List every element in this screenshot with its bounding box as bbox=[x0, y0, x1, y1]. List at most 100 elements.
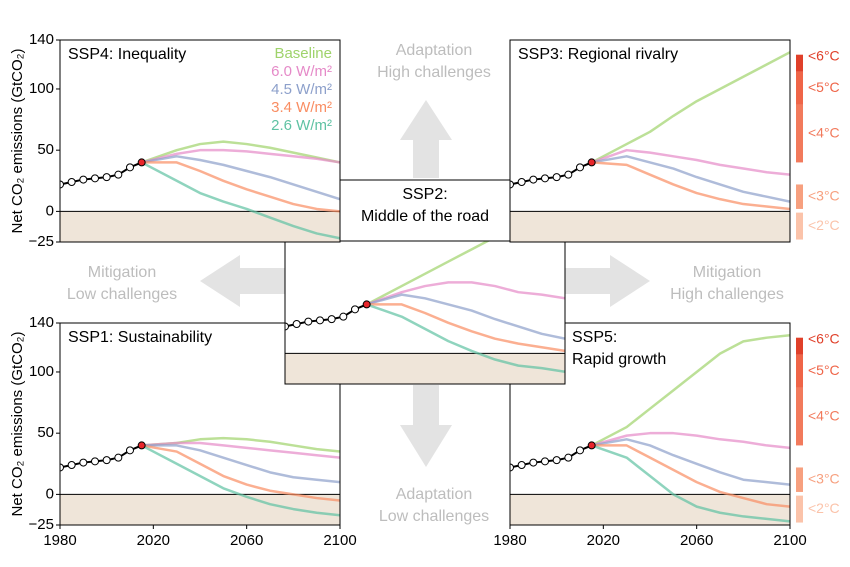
center-label-box bbox=[339, 179, 511, 242]
x-tick-label: 2060 bbox=[230, 532, 263, 549]
x-tick-label: 2020 bbox=[587, 532, 620, 549]
temperature-bar bbox=[796, 467, 803, 492]
y-tick-label: 50 bbox=[37, 424, 54, 441]
annotation: Mitigation Low challenges bbox=[66, 264, 178, 303]
temperature-bar bbox=[796, 212, 803, 240]
arrow-left bbox=[200, 255, 285, 307]
x-tick-label: 2060 bbox=[680, 532, 713, 549]
series-line bbox=[366, 303, 565, 373]
legend-entry: 4.5 W/m² bbox=[271, 81, 332, 98]
temperature-label: <2°C bbox=[808, 500, 840, 516]
temperature-label: <6°C bbox=[808, 330, 840, 346]
temperature-bar bbox=[796, 337, 803, 355]
history-point bbox=[576, 446, 584, 455]
history-point bbox=[339, 312, 348, 321]
lines bbox=[60, 436, 340, 517]
series-line bbox=[366, 293, 565, 340]
y-tick-label: 100 bbox=[29, 363, 54, 380]
history-point bbox=[114, 453, 123, 462]
negative-shade bbox=[510, 494, 790, 525]
y-tick-label: −25 bbox=[29, 516, 54, 533]
history-point bbox=[316, 316, 324, 325]
y-tick-label: 140 bbox=[29, 31, 54, 48]
annotation: Adaptation Low challenges bbox=[378, 486, 490, 525]
history-point bbox=[510, 463, 514, 472]
panel-title: SSP4: Inequality bbox=[68, 46, 187, 63]
temperature-label: <3°C bbox=[808, 187, 840, 203]
history-point bbox=[362, 300, 371, 309]
history-point bbox=[564, 453, 573, 462]
temperature-bar bbox=[796, 71, 803, 105]
history-point bbox=[60, 463, 64, 472]
annotation: Mitigation High challenges bbox=[670, 264, 784, 303]
history-point bbox=[552, 456, 561, 465]
history-point bbox=[137, 441, 146, 450]
temperature-bar bbox=[796, 54, 803, 72]
series-line bbox=[141, 161, 340, 240]
temperature-bar bbox=[796, 104, 803, 163]
temperature-label: <6°C bbox=[808, 47, 840, 63]
series-line bbox=[591, 161, 790, 211]
x-tick-label: 2020 bbox=[137, 532, 170, 549]
plot-border bbox=[59, 39, 341, 243]
temperature-label: <4°C bbox=[808, 124, 840, 140]
y-tick-label: −25 bbox=[29, 233, 54, 250]
history-point bbox=[91, 457, 99, 466]
series-line bbox=[591, 148, 790, 176]
history-point bbox=[79, 458, 88, 467]
series-line bbox=[141, 155, 340, 201]
panel: 1980 2020 2060 2100 bbox=[493, 322, 807, 549]
panel-title: SSP5: Rapid growth bbox=[572, 329, 667, 368]
history-point bbox=[327, 315, 336, 324]
history-point bbox=[517, 461, 526, 470]
history-point bbox=[102, 456, 111, 465]
temperature-label: <3°C bbox=[808, 470, 840, 486]
history-point bbox=[510, 180, 514, 189]
y-axis-label: Net CO₂ emissions (GtCO₂) bbox=[9, 331, 26, 516]
panel-title: SSP1: Sustainability bbox=[68, 329, 213, 346]
series-line bbox=[141, 441, 340, 459]
series-line bbox=[591, 155, 790, 203]
history-point bbox=[564, 170, 573, 179]
lines bbox=[510, 333, 790, 523]
plot-background bbox=[510, 40, 790, 242]
history-point bbox=[292, 320, 301, 329]
x-tick-label: 2100 bbox=[773, 532, 806, 549]
temperature-bar bbox=[796, 184, 803, 209]
lines bbox=[510, 51, 790, 211]
history-point bbox=[351, 305, 359, 314]
plot-border bbox=[509, 39, 791, 243]
history-point bbox=[60, 180, 64, 189]
x-tick-label: 2100 bbox=[323, 532, 356, 549]
panel: −25 0 50 100 140 1980 2020 2060 2100 Net CO₂ emis… bbox=[9, 314, 357, 549]
series-line bbox=[591, 444, 790, 508]
history-point bbox=[137, 158, 146, 167]
series-line bbox=[366, 281, 565, 306]
history-point bbox=[541, 174, 549, 183]
panel-title: SSP2: Middle of the road bbox=[360, 186, 490, 225]
history-point bbox=[529, 458, 538, 467]
history-point bbox=[79, 175, 88, 184]
y-tick-label: 100 bbox=[29, 80, 54, 97]
legend-entry: 2.6 W/m² bbox=[271, 117, 332, 134]
arrow-up bbox=[400, 100, 452, 178]
y-tick-label: 0 bbox=[46, 485, 54, 502]
y-tick-label: 50 bbox=[37, 141, 54, 158]
temperature-label: <4°C bbox=[808, 407, 840, 423]
panel-title: SSP3: Regional rivalry bbox=[518, 46, 679, 63]
history-point bbox=[552, 173, 561, 182]
x-tick-label: 1980 bbox=[43, 532, 76, 549]
history-point bbox=[304, 317, 313, 326]
series-line bbox=[591, 431, 790, 450]
history-point bbox=[102, 173, 111, 182]
lines bbox=[285, 207, 565, 373]
series-line bbox=[591, 51, 790, 164]
series-line bbox=[141, 444, 340, 502]
history-point bbox=[285, 322, 289, 331]
arrow-right bbox=[565, 255, 650, 307]
history-point bbox=[541, 457, 549, 466]
series-line bbox=[141, 140, 340, 164]
plot-border bbox=[509, 322, 791, 526]
